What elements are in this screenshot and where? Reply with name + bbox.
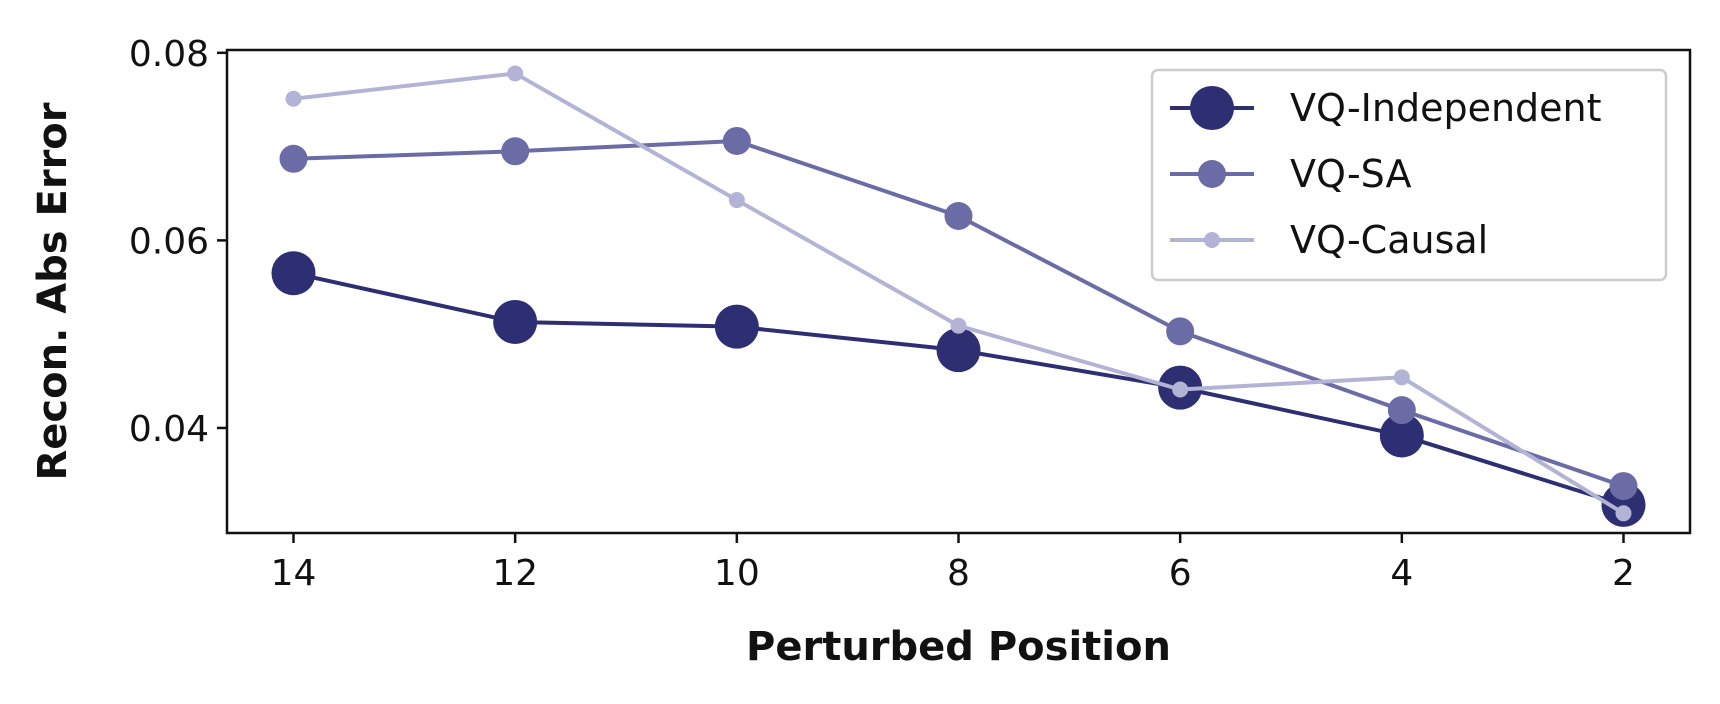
data-point-vq-independent — [271, 251, 316, 296]
data-point-vq-sa — [722, 126, 751, 155]
y-axis: 0.04 0.06 0.08 — [129, 34, 227, 450]
x-tick-label: 14 — [271, 553, 317, 594]
data-point-vq-independent — [1379, 413, 1424, 458]
series-vq-independent — [271, 251, 1646, 527]
data-point-vq-causal — [285, 90, 302, 107]
legend-item-vq-independent: VQ-Independent — [1170, 86, 1602, 130]
legend-frame — [1150, 68, 1668, 282]
legend-item-vq-causal: VQ-Causal — [1170, 218, 1488, 262]
x-axis-title: Perturbed Position — [746, 624, 1171, 670]
legend-swatch-marker — [1190, 86, 1234, 130]
data-point-vq-sa — [944, 202, 973, 231]
data-point-vq-sa — [1609, 472, 1638, 501]
series-vq-sa — [279, 126, 1638, 501]
legend-swatch-marker — [1204, 232, 1220, 248]
data-point-vq-causal — [950, 317, 967, 334]
x-tick-label: 12 — [492, 553, 538, 594]
x-axis: 14 12 10 8 6 4 2 — [271, 533, 1635, 594]
data-point-vq-sa — [501, 137, 530, 166]
legend-label: VQ-SA — [1290, 152, 1412, 196]
data-point-vq-causal — [1172, 381, 1189, 398]
data-point-vq-sa — [1166, 317, 1195, 346]
y-tick-label: 0.04 — [129, 409, 209, 450]
legend: VQ-Independent VQ-SA VQ-Causal — [1150, 68, 1668, 282]
legend-label: VQ-Causal — [1290, 218, 1488, 262]
y-axis-title: Recon. Abs Error — [30, 102, 76, 480]
data-point-vq-independent — [493, 299, 538, 344]
data-point-vq-independent — [714, 304, 759, 349]
legend-swatch-marker — [1198, 160, 1226, 188]
legend-item-vq-sa: VQ-SA — [1170, 152, 1412, 196]
x-tick-label: 2 — [1612, 553, 1635, 594]
data-point-vq-independent — [936, 328, 981, 373]
data-point-vq-sa — [1387, 396, 1416, 425]
x-tick-label: 10 — [714, 553, 760, 594]
data-point-vq-causal — [728, 192, 745, 209]
y-tick-label: 0.08 — [129, 34, 209, 75]
data-point-vq-causal — [1615, 505, 1632, 522]
x-tick-label: 4 — [1390, 553, 1413, 594]
y-tick-label: 0.06 — [129, 221, 209, 262]
data-point-vq-sa — [279, 144, 308, 173]
data-point-vq-causal — [507, 65, 524, 82]
data-point-vq-causal — [1393, 369, 1410, 386]
x-tick-label: 6 — [1169, 553, 1192, 594]
series-layer — [271, 65, 1646, 527]
x-tick-label: 8 — [947, 553, 970, 594]
legend-label: VQ-Independent — [1290, 86, 1602, 130]
series-vq-causal — [285, 65, 1632, 522]
